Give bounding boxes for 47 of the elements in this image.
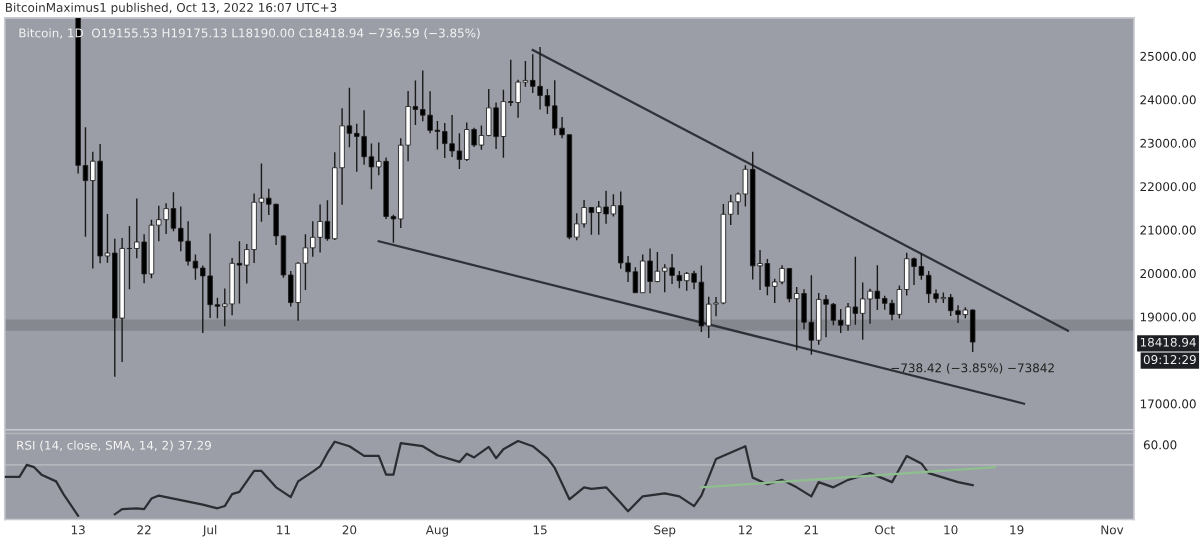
candlestick (361, 109, 367, 166)
candlestick (552, 79, 558, 136)
candlestick (786, 267, 793, 303)
candlestick (860, 281, 866, 341)
candlestick (640, 253, 646, 294)
candlestick (911, 256, 917, 286)
candlestick (845, 302, 851, 332)
candlestick (515, 79, 521, 119)
candlestick (926, 270, 932, 304)
candlestick (874, 264, 881, 311)
candlestick (464, 121, 470, 162)
candlestick (368, 142, 375, 191)
candlestick (662, 263, 668, 293)
candlestick (427, 90, 433, 134)
candlestick (251, 192, 257, 264)
candlestick (317, 203, 323, 254)
candlestick (823, 294, 829, 338)
candlestick (764, 258, 771, 296)
candlestick (669, 253, 675, 285)
candlestick (969, 308, 976, 353)
candlestick (808, 274, 815, 356)
candlestick (141, 233, 147, 285)
candlestick (236, 240, 243, 305)
candlestick (185, 220, 191, 267)
candlestick (500, 89, 507, 159)
candlestick (647, 247, 653, 295)
candlestick (90, 151, 96, 270)
candlestick (537, 46, 543, 111)
candlestick (442, 122, 448, 159)
candlestick (684, 271, 690, 292)
candlestick (486, 88, 492, 138)
candlestick (852, 255, 859, 326)
candlestick (596, 200, 602, 236)
candlestick (603, 190, 609, 225)
candlestick (449, 114, 455, 158)
candlestick (493, 101, 499, 150)
candlestick (867, 288, 873, 325)
candlestick (654, 251, 661, 283)
candlestick (698, 264, 705, 333)
candlestick (838, 308, 844, 334)
candlestick (955, 304, 961, 324)
candlestick (948, 293, 954, 317)
candlestick (588, 206, 595, 236)
candlestick (816, 292, 822, 346)
candlestick (229, 257, 235, 316)
candlestick (207, 232, 213, 319)
candlestick (163, 202, 169, 235)
